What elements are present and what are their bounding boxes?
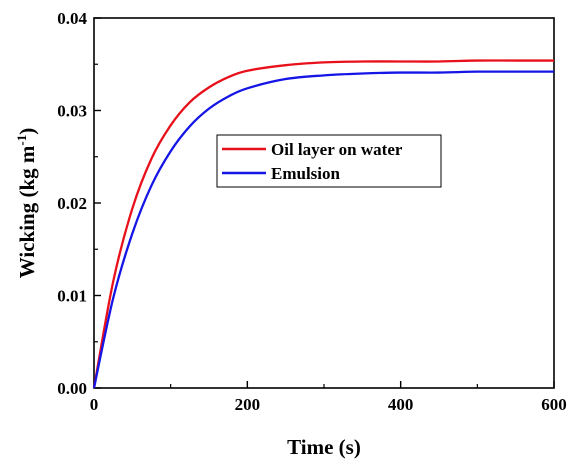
y-axis-title-close: ): [15, 128, 39, 135]
x-tick-label: 400: [388, 395, 414, 414]
y-tick-label: 0.03: [57, 102, 87, 121]
axis-ticks: [93, 17, 555, 389]
legend: Oil layer on water Emulsion: [216, 134, 442, 188]
legend-box: [216, 134, 442, 188]
series-line-oil-layer: [92, 59, 555, 389]
x-tick-label: 200: [235, 395, 261, 414]
x-tick-label: 0: [90, 395, 99, 414]
y-tick-label: 0.02: [57, 194, 87, 213]
legend-label-emulsion: Emulsion: [271, 164, 341, 183]
tick-labels: 0 200 400 600 0.00 0.01 0.02 0.03 0.04: [57, 9, 567, 414]
y-tick-label: 0.04: [57, 9, 87, 28]
x-axis-title: Time (s): [287, 435, 361, 459]
x-tick-label: 600: [541, 395, 567, 414]
series-line-emulsion: [92, 70, 554, 389]
legend-label-oil-layer: Oil layer on water: [271, 140, 403, 159]
series-lines: [92, 59, 555, 389]
y-axis-title: Wicking (kg m-1): [14, 128, 39, 278]
y-axis-title-main: Wicking (kg m: [15, 145, 39, 278]
y-axis-title-superscript: -1: [14, 135, 29, 146]
plot-frame: [93, 17, 555, 389]
y-tick-label: 0.00: [57, 379, 87, 398]
y-tick-label: 0.01: [57, 287, 87, 306]
